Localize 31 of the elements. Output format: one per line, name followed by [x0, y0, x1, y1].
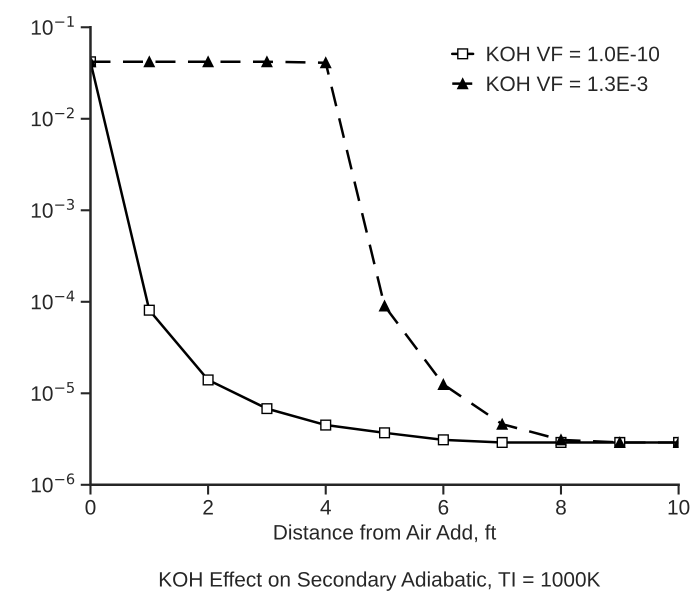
x-tick-label: 4 — [320, 500, 331, 514]
point — [202, 56, 214, 68]
x-axis-title: Distance from Air Add, ft — [274, 524, 496, 542]
y-tick-label: 10$^{−4}$ — [32, 290, 74, 310]
y-tick-label: 10$^{−5}$ — [32, 382, 74, 401]
x-tick-label: 6 — [438, 500, 448, 515]
point — [496, 418, 508, 430]
point — [261, 403, 272, 414]
x-tick-label: 10 — [668, 500, 690, 515]
point — [202, 374, 214, 386]
point — [144, 304, 155, 316]
y-tick-label: 10$^{−3}$ — [32, 198, 74, 218]
point — [378, 300, 390, 312]
legend-label: KOH VF = 1.0E-10 — [487, 46, 660, 62]
point — [144, 56, 155, 68]
point — [378, 427, 390, 438]
point — [555, 434, 567, 446]
y-tick-label: 10$^{−2}$ — [32, 107, 74, 126]
y-tick-label: 10$^{−6}$ — [32, 473, 74, 492]
text: KOH Effect on Secondary Adiabatic, TI = 1000K — [160, 571, 600, 591]
x-tick-label: 0 — [86, 500, 96, 515]
point — [438, 434, 449, 446]
point — [320, 419, 332, 431]
y-tick-label: 10$^{−1}$ — [32, 16, 74, 35]
legend-label: KOH VF = 1.3E-3 — [487, 76, 648, 92]
point — [496, 436, 508, 448]
x-tick-label: 2 — [203, 500, 213, 514]
point — [320, 57, 332, 68]
point — [261, 56, 272, 68]
point — [438, 378, 449, 390]
x-tick-label: 8 — [556, 500, 566, 515]
